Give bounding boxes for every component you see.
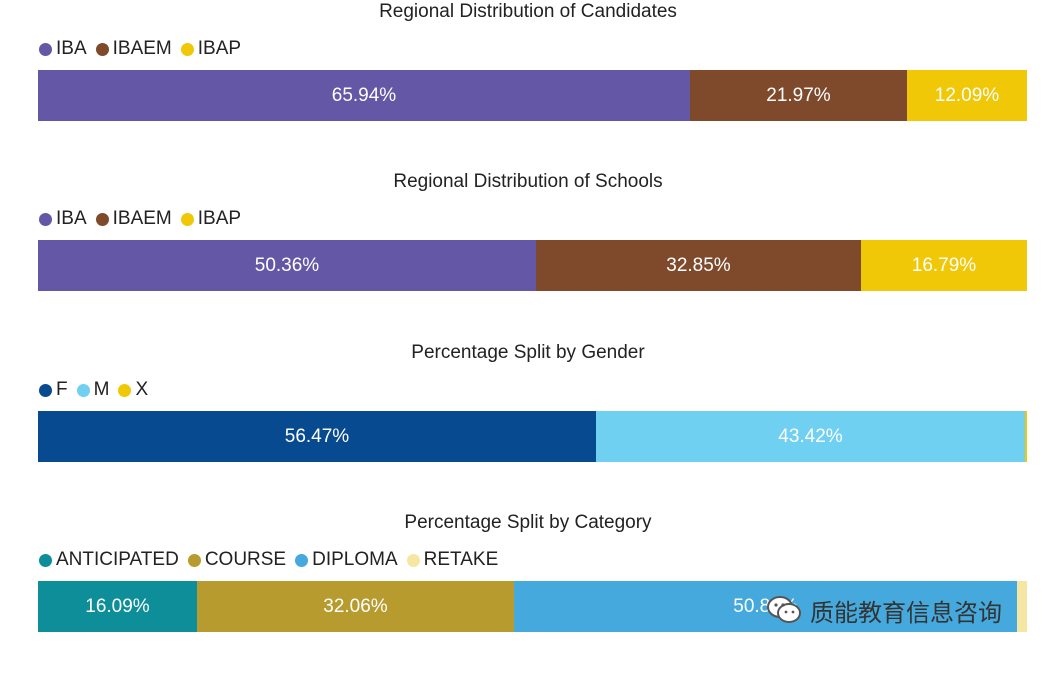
legend-dot-icon (180, 42, 194, 56)
chart-3: Percentage Split by Category ANTICIPATED C… (0, 511, 1056, 681)
watermark: 质能教育信息咨询 (766, 593, 1002, 627)
legend-dot-icon (39, 212, 52, 226)
data-label: 65.94% (331, 84, 397, 106)
wechat-icon (766, 595, 802, 625)
legend-label: IBAEM (112, 208, 172, 229)
data-label: 16.79% (911, 254, 977, 276)
legend-label: IBAP (197, 208, 242, 229)
legend-label: ANTICIPATED (56, 549, 179, 570)
legend-item[interactable]: DIPLOMA (295, 549, 398, 571)
legend-label: X (135, 379, 149, 400)
legend-item[interactable]: RETAKE (406, 549, 499, 571)
stacked-bar: 65.94% 21.97% 12.09% (38, 70, 1027, 121)
legend-item[interactable]: IBA (39, 208, 87, 230)
legend-item[interactable]: X (118, 379, 148, 401)
legend-dot-icon (39, 383, 52, 397)
legend-item[interactable]: COURSE (187, 549, 287, 571)
stacked-bar: 56.47% 43.42% (38, 411, 1027, 462)
legend-item[interactable]: ANTICIPATED (39, 549, 179, 571)
chart-2: Percentage Split by Gender F M X 56.47% 43.42… (0, 341, 1056, 511)
data-label: 32.85% (666, 254, 731, 276)
chart-title: Percentage Split by Category (404, 512, 652, 533)
stacked-bar: 50.36% 32.85% 16.79% (38, 240, 1027, 291)
legend-item[interactable]: IBAP (180, 38, 242, 60)
legend-dot-icon (39, 553, 52, 567)
stacked-bar: 16.09% 32.06% 50.87% (38, 581, 1027, 632)
legend-item[interactable]: IBAP (180, 208, 242, 230)
legend-item[interactable]: IBAEM (95, 208, 172, 230)
legend-dot-icon (39, 42, 52, 56)
data-label: 32.06% (323, 595, 388, 617)
legend-label: IBAEM (112, 38, 172, 59)
data-label: 50.36% (254, 254, 320, 276)
watermark-text: 质能教育信息咨询 (810, 599, 1002, 627)
legend: IBA IBAEM IBAP (39, 36, 250, 62)
legend-dot-icon (76, 383, 90, 397)
bar-segment-diploma[interactable]: 50.87% (514, 581, 1017, 632)
bar-segment-f[interactable]: 56.47% (38, 411, 596, 462)
bar-segment-course[interactable]: 32.06% (197, 581, 514, 632)
legend-label: IBA (56, 208, 87, 229)
legend-label: F (56, 379, 68, 400)
legend-label: M (93, 379, 110, 400)
chart-0: Regional Distribution of Candidates IBA IB… (0, 0, 1056, 170)
legend-dot-icon (95, 212, 109, 226)
bar-segment-x[interactable] (1025, 411, 1027, 462)
chart-title: Regional Distribution of Candidates (379, 1, 677, 22)
data-label: 16.09% (85, 595, 150, 617)
legend-item[interactable]: F (39, 379, 68, 401)
legend-dot-icon (187, 553, 201, 567)
bar-segment-iba[interactable]: 50.36% (38, 240, 536, 291)
bar-segment-ibaem[interactable]: 21.97% (690, 70, 907, 121)
legend-label: IBA (56, 38, 87, 59)
legend-item[interactable]: IBAEM (95, 38, 172, 60)
data-label: 43.42% (778, 425, 843, 447)
legend-dot-icon (95, 42, 109, 56)
legend-label: RETAKE (423, 549, 499, 570)
legend-label: IBAP (197, 38, 242, 59)
legend: IBA IBAEM IBAP (39, 206, 250, 232)
bar-segment-ibap[interactable]: 16.79% (861, 240, 1027, 291)
bar-segment-ibaem[interactable]: 32.85% (536, 240, 861, 291)
chart-title: Percentage Split by Gender (411, 342, 645, 363)
legend-dot-icon (406, 553, 420, 567)
bar-segment-ibap[interactable]: 12.09% (907, 70, 1027, 121)
data-label: 12.09% (934, 84, 1000, 106)
legend-label: DIPLOMA (312, 549, 398, 570)
legend-label: COURSE (204, 549, 287, 570)
bar-segment-anticipated[interactable]: 16.09% (38, 581, 197, 632)
legend: ANTICIPATED COURSE DIPLOMA RETAKE (39, 547, 507, 573)
legend-dot-icon (118, 383, 132, 397)
legend-item[interactable]: IBA (39, 38, 87, 60)
legend-item[interactable]: M (76, 379, 110, 401)
bar-segment-iba[interactable]: 65.94% (38, 70, 690, 121)
legend-dot-icon (180, 212, 194, 226)
chart-1: Regional Distribution of Schools IBA IBAEM… (0, 170, 1056, 340)
data-label: 56.47% (284, 425, 350, 447)
bar-segment-retake[interactable] (1017, 581, 1027, 632)
legend-dot-icon (295, 553, 309, 567)
bar-segment-m[interactable]: 43.42% (596, 411, 1025, 462)
data-label: 21.97% (766, 84, 831, 106)
chart-title: Regional Distribution of Schools (393, 171, 663, 192)
